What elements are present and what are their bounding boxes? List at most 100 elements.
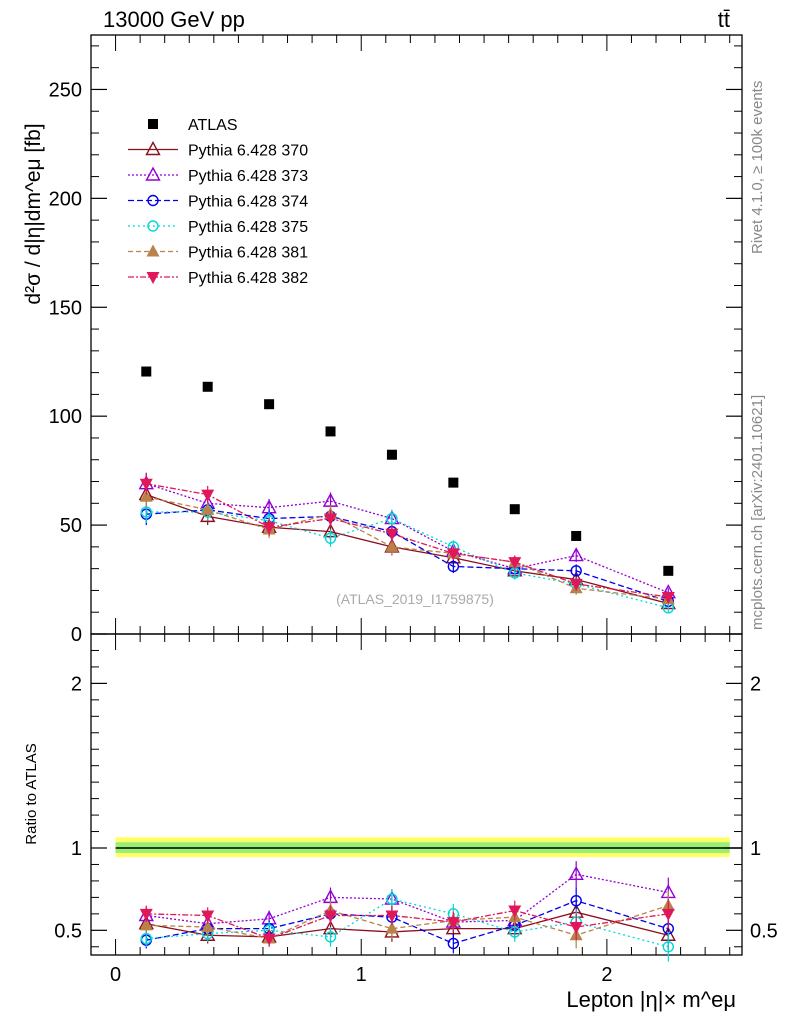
data-point-atlas [325, 426, 336, 437]
data-point-p374 [447, 560, 460, 573]
data-point-p381 [139, 489, 153, 502]
legend-label-p370: Pythia 6.428 370 [188, 143, 308, 160]
ratio-panel: 0.5 0.5 1 1 2 2 0 1 2 [54, 633, 778, 986]
data-point-atlas [448, 477, 459, 488]
y-tick-label: 1 [71, 838, 82, 860]
y-tick-label-right: 0.5 [750, 920, 778, 942]
y-tick-label: 200 [49, 188, 82, 210]
series-line-p374 [146, 509, 669, 602]
data-point-p382 [661, 908, 675, 921]
legend-marker-p370 [145, 141, 161, 156]
data-point-atlas [509, 504, 520, 515]
ratio-ylabel: Ratio to ATLAS [23, 743, 40, 844]
main-ylabel: d²σ / d|η|dm^eμ [fb] [22, 123, 45, 304]
series-line-p374 [146, 899, 669, 945]
data-point-atlas [141, 366, 152, 377]
data-point-p382 [385, 910, 399, 923]
data-point-p382 [324, 910, 338, 923]
series-line-p375 [146, 898, 669, 948]
legend-label-p375: Pythia 6.428 375 [188, 219, 308, 236]
y-tick-label: 150 [49, 297, 82, 319]
data-point-p382 [262, 522, 276, 535]
data-point-p373 [568, 865, 584, 881]
xlabel: Lepton |η|× m^eμ [566, 987, 736, 1012]
data-point-p381 [385, 539, 399, 552]
data-point-p375 [386, 512, 398, 525]
data-point-p375 [324, 931, 337, 943]
y-tick-label: 250 [49, 79, 82, 101]
series-p382 [139, 899, 675, 947]
main-panel: 0 50 100 150 200 250 [49, 34, 743, 646]
x-tick-label: 2 [601, 964, 612, 986]
data-point-p382 [508, 557, 522, 570]
data-point-p382 [201, 910, 215, 923]
data-point-p382 [446, 548, 460, 561]
series-p373 [138, 861, 676, 932]
data-point-p382 [508, 905, 522, 918]
legend-label-p382: Pythia 6.428 382 [188, 270, 308, 287]
legend-marker-p374 [147, 194, 159, 207]
legend-marker-p382 [146, 272, 160, 284]
series-line-p381 [146, 904, 669, 940]
y-tick-label-right: 1 [750, 838, 761, 860]
data-point-p382 [661, 591, 675, 604]
legend: ATLAS Pythia 6.428 370 Pythia 6.428 373 Pyt… [128, 117, 308, 287]
series-p375 [140, 889, 675, 962]
data-point-p382 [201, 489, 215, 502]
data-point-p382 [446, 917, 460, 930]
data-point-p375 [324, 532, 337, 544]
data-point-p381 [385, 921, 399, 934]
energy-label: 13000 GeV pp [103, 7, 245, 32]
y-tick-label: 0 [71, 624, 82, 646]
data-point-p375 [662, 941, 675, 953]
y-tick-label: 50 [60, 515, 82, 537]
process-label: tt̄ [718, 7, 730, 32]
series-line-p370 [146, 911, 669, 938]
data-point-atlas [663, 565, 674, 576]
series-line-p373 [146, 873, 669, 925]
data-point-p374 [570, 565, 582, 577]
data-point-p375 [386, 893, 398, 905]
legend-label-p374: Pythia 6.428 374 [188, 194, 308, 211]
data-point-atlas [264, 399, 275, 410]
legend-label-p381: Pythia 6.428 381 [188, 245, 308, 262]
data-point-p382 [262, 933, 276, 946]
data-point-atlas [386, 449, 397, 460]
series-p382 [139, 472, 675, 604]
data-point-p381 [201, 920, 215, 933]
legend-label-atlas: ATLAS [188, 117, 238, 134]
series-p373 [138, 472, 676, 599]
data-point-p381 [139, 918, 153, 931]
series-p370 [138, 483, 676, 610]
data-point-p382 [569, 922, 583, 935]
mcplots-reference-text: mcplots.cern.ch [arXiv:2401.10621] [749, 395, 766, 630]
data-point-p374 [570, 894, 582, 907]
legend-label-p373: Pythia 6.428 373 [188, 168, 308, 185]
data-point-p374 [447, 937, 460, 950]
data-point-atlas [202, 381, 213, 392]
y-tick-label: 2 [71, 673, 82, 695]
legend-marker-atlas [148, 119, 158, 129]
panel-frame [90, 633, 743, 956]
data-point-p382 [139, 478, 153, 491]
x-tick-label: 1 [356, 964, 367, 986]
legend-marker-p375 [147, 220, 159, 232]
y-tick-label: 100 [49, 406, 82, 428]
y-tick-label-right: 2 [750, 673, 761, 695]
legend-marker-p373 [145, 166, 161, 181]
analysis-watermark: (ATLAS_2019_I1759875) [336, 591, 494, 607]
x-tick-label: 0 [110, 964, 121, 986]
data-point-atlas [571, 530, 582, 541]
series-atlas [141, 366, 674, 576]
legend-marker-p381 [146, 244, 160, 257]
data-point-p382 [324, 513, 338, 526]
data-point-p382 [569, 578, 583, 591]
data-point-p382 [385, 528, 399, 541]
y-tick-label: 0.5 [54, 920, 82, 942]
data-point-p373 [568, 547, 584, 562]
data-point-p381 [201, 502, 215, 515]
data-point-p382 [139, 908, 153, 921]
rivet-version-text: Rivet 4.1.0, ≥ 100k events [749, 81, 766, 254]
series-line-p382 [146, 909, 669, 940]
